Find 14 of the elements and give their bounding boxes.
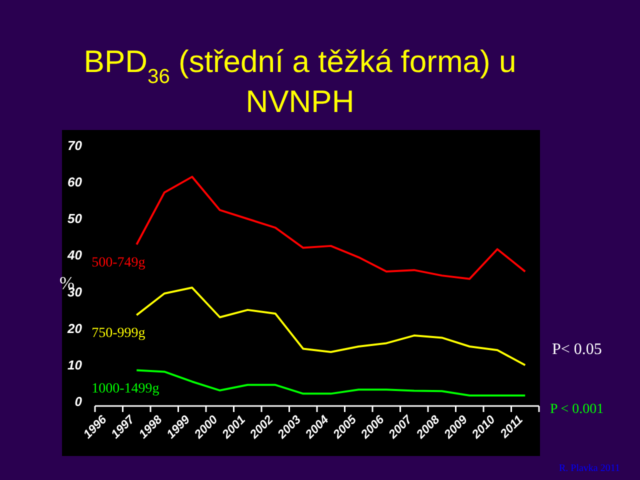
text: R. Plavka 2011 [558, 463, 620, 474]
y-tick-label: 10 [68, 357, 83, 372]
series-label: 1000-1499g [92, 381, 160, 396]
chart-title: BPD$_{36}$ (střední a těžká forma) u NVNPH [84, 44, 516, 119]
y-tick-label: 20 [66, 320, 83, 336]
series-label: 500-749g [92, 255, 146, 270]
text: P< 0.05 [552, 341, 602, 358]
y-tick-label: 40 [66, 248, 83, 263]
y-tick-label: 0 [74, 394, 83, 409]
text: P < 0.001 [550, 402, 604, 417]
series-label: 750-999g [92, 326, 146, 342]
y-tick-label: 60 [68, 174, 83, 190]
y-tick-label: 50 [68, 211, 83, 226]
y-tick-label: 70 [68, 138, 83, 153]
